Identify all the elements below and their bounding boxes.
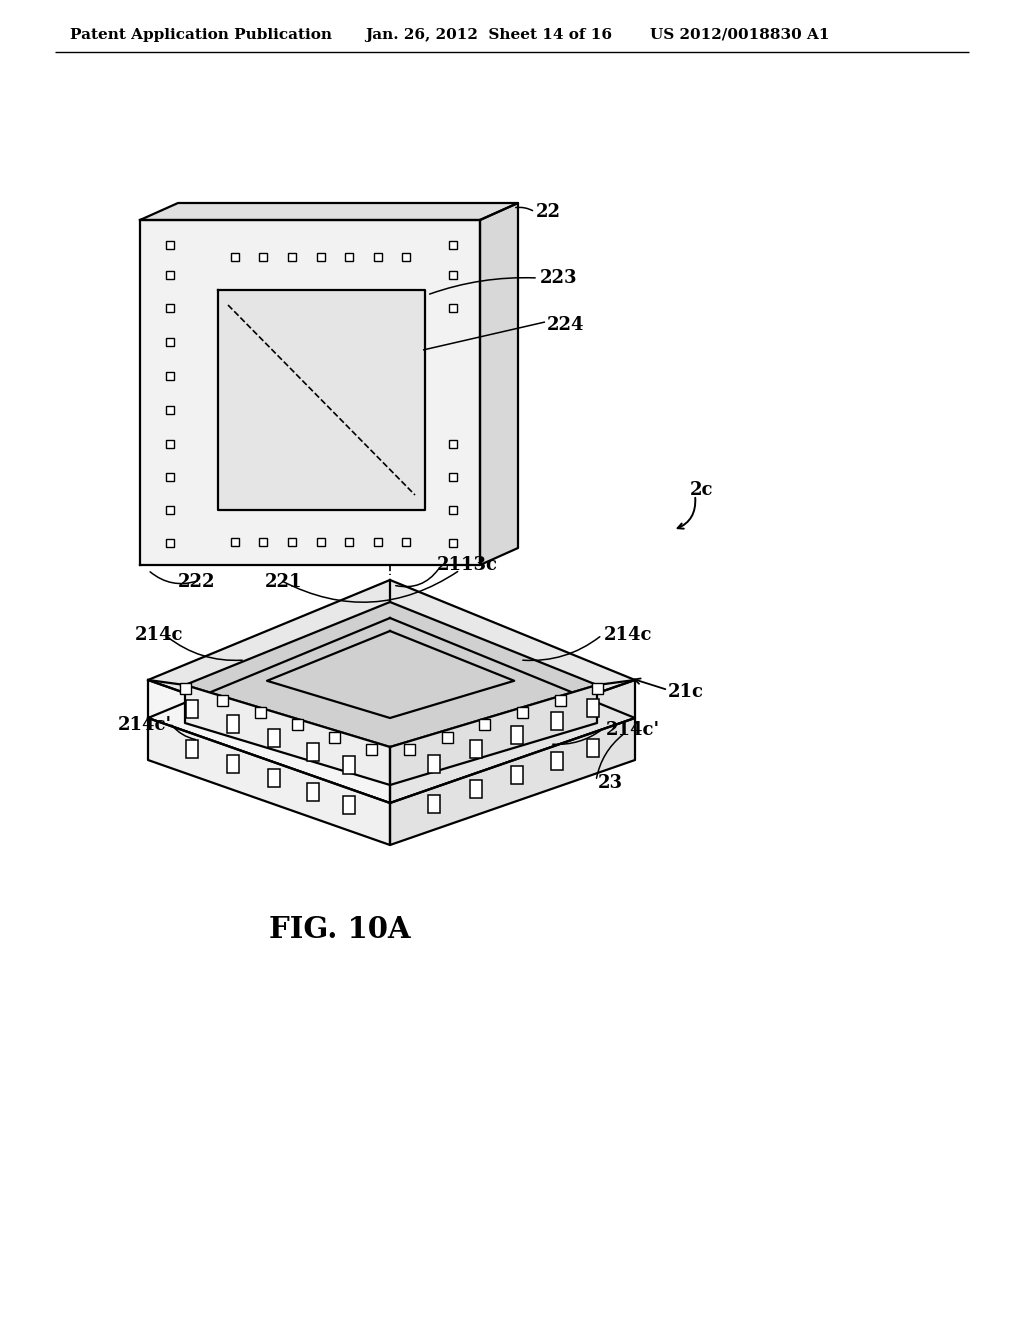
Bar	[367, 744, 378, 755]
Bar	[166, 473, 174, 480]
Bar	[551, 713, 562, 730]
Bar	[449, 271, 457, 279]
Polygon shape	[148, 718, 390, 845]
Bar	[511, 726, 523, 743]
Bar	[166, 304, 174, 312]
Bar	[259, 253, 267, 261]
Bar	[166, 242, 174, 249]
Bar	[449, 440, 457, 447]
Bar	[288, 539, 296, 546]
Bar	[306, 743, 318, 760]
Bar	[166, 506, 174, 513]
Bar	[479, 719, 490, 730]
Bar	[449, 242, 457, 249]
Text: 223: 223	[540, 269, 578, 286]
Text: 221: 221	[265, 573, 302, 591]
Polygon shape	[480, 203, 518, 565]
Bar	[185, 741, 198, 758]
Bar	[259, 539, 267, 546]
Bar	[329, 731, 340, 743]
Bar	[306, 783, 318, 801]
Text: 214c': 214c'	[118, 715, 172, 734]
Bar	[449, 473, 457, 480]
Bar	[231, 253, 239, 261]
Text: 214c: 214c	[135, 626, 183, 644]
Bar	[441, 731, 453, 743]
Bar	[470, 741, 481, 758]
Bar	[317, 539, 325, 546]
Bar	[268, 729, 280, 747]
Bar	[592, 682, 603, 693]
Bar	[166, 440, 174, 447]
Bar	[470, 780, 481, 799]
Bar	[588, 739, 599, 758]
Polygon shape	[148, 680, 390, 803]
Polygon shape	[390, 680, 635, 803]
Polygon shape	[390, 685, 597, 785]
Bar	[166, 539, 174, 546]
Bar	[268, 770, 280, 787]
Polygon shape	[148, 579, 635, 766]
Bar	[166, 407, 174, 414]
Text: 214c: 214c	[604, 626, 652, 644]
Bar	[551, 752, 562, 770]
Text: US 2012/0018830 A1: US 2012/0018830 A1	[650, 28, 829, 42]
Text: FIG. 10A: FIG. 10A	[269, 916, 411, 945]
Bar	[231, 539, 239, 546]
Polygon shape	[140, 203, 518, 220]
Text: 2c: 2c	[690, 480, 714, 499]
Bar	[428, 755, 440, 772]
Bar	[288, 253, 296, 261]
Text: 23: 23	[598, 774, 623, 792]
Bar	[343, 796, 355, 813]
Text: Patent Application Publication: Patent Application Publication	[70, 28, 332, 42]
Bar	[588, 700, 599, 718]
Bar	[511, 766, 523, 784]
Bar	[374, 253, 382, 261]
Bar	[428, 795, 440, 813]
Polygon shape	[185, 685, 390, 785]
Bar	[555, 694, 565, 706]
Bar	[449, 304, 457, 312]
Bar	[449, 506, 457, 513]
Text: 21c: 21c	[668, 682, 705, 701]
Bar	[185, 701, 198, 718]
Bar	[255, 708, 265, 718]
Bar	[226, 714, 239, 733]
Bar	[345, 253, 353, 261]
Bar	[402, 253, 410, 261]
Bar	[403, 744, 415, 755]
Bar	[166, 372, 174, 380]
Polygon shape	[140, 220, 480, 565]
Polygon shape	[390, 718, 635, 845]
Bar	[226, 755, 239, 772]
Bar	[166, 338, 174, 346]
Bar	[374, 539, 382, 546]
Bar	[180, 682, 191, 693]
Polygon shape	[218, 290, 425, 510]
Text: 214c': 214c'	[606, 721, 660, 739]
Bar	[217, 694, 228, 706]
Bar	[517, 708, 527, 718]
Bar	[166, 271, 174, 279]
Text: 2113c: 2113c	[437, 556, 498, 574]
Polygon shape	[185, 602, 597, 747]
Bar	[402, 539, 410, 546]
Text: 22: 22	[536, 203, 561, 220]
Text: Jan. 26, 2012  Sheet 14 of 16: Jan. 26, 2012 Sheet 14 of 16	[365, 28, 612, 42]
Text: 222: 222	[178, 573, 215, 591]
Bar	[449, 539, 457, 546]
Bar	[343, 755, 355, 774]
Bar	[292, 719, 303, 730]
Polygon shape	[148, 618, 635, 803]
Bar	[345, 539, 353, 546]
Text: 224: 224	[547, 315, 585, 334]
Bar	[317, 253, 325, 261]
